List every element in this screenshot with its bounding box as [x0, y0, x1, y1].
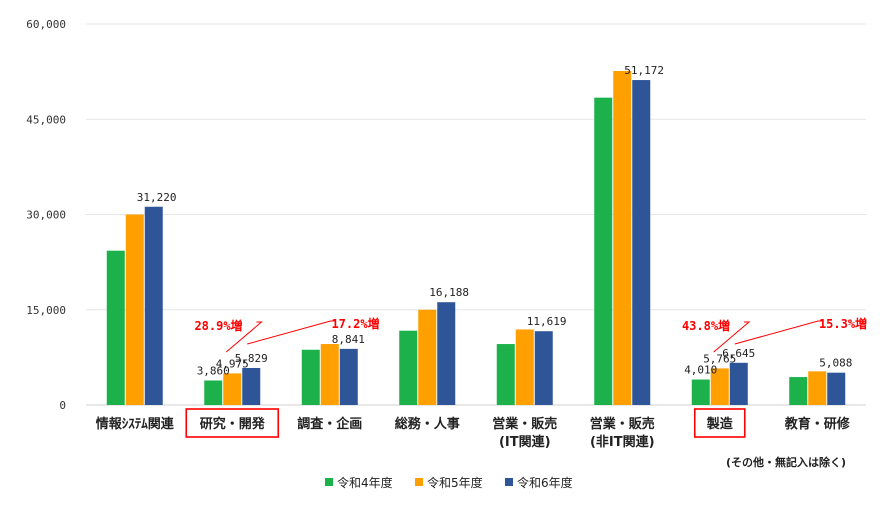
- legend-swatch: [505, 478, 513, 486]
- y-tick-label: 0: [59, 399, 66, 412]
- growth-annotation: 43.8%増: [682, 318, 730, 333]
- bar: [399, 330, 418, 405]
- data-label: 11,619: [527, 315, 567, 328]
- x-tick-label: 製造: [706, 416, 734, 432]
- bar: [789, 377, 808, 405]
- y-tick-label: 15,000: [26, 304, 66, 317]
- legend-label: 令和5年度: [427, 475, 483, 490]
- growth-annotation: 28.9%増: [194, 318, 242, 333]
- bar: [144, 206, 163, 405]
- bar: [729, 362, 748, 405]
- bar: [223, 373, 242, 405]
- data-label: 4,975: [216, 357, 249, 370]
- data-label: 8,841: [332, 333, 365, 346]
- x-tick-label: 営業・販売: [590, 416, 655, 432]
- y-tick-label: 45,000: [26, 113, 66, 126]
- bar: [710, 368, 729, 405]
- x-tick-label: (非IT関連): [590, 434, 655, 450]
- annotation-leader: [247, 320, 336, 345]
- data-label: 51,172: [624, 64, 664, 77]
- growth-annotation: 17.2%増: [331, 316, 379, 331]
- bar: [437, 302, 456, 405]
- x-tick-label: 研究・開発: [200, 416, 266, 432]
- annotation-leader: [713, 321, 751, 353]
- bar: [301, 349, 320, 405]
- y-tick-label: 60,000: [26, 18, 66, 31]
- data-label: 16,188: [429, 286, 469, 299]
- data-label: 5,088: [819, 357, 852, 370]
- x-tick-label: 調査・企画: [297, 416, 362, 432]
- bar: [125, 214, 144, 405]
- highlight-box: [693, 408, 746, 438]
- data-label: 6,645: [722, 347, 755, 360]
- bar: [534, 331, 553, 405]
- bar: [496, 344, 515, 405]
- bar: [339, 348, 358, 405]
- x-tick-label: 情報ｼｽﾃﾑ関連: [96, 416, 175, 432]
- data-label: 3,860: [197, 364, 230, 377]
- data-label: 4,010: [684, 364, 717, 377]
- bar: [827, 372, 846, 405]
- bar: [613, 70, 632, 406]
- data-label: 5,829: [235, 352, 268, 365]
- x-tick-label: 総務・人事: [395, 416, 460, 432]
- annotation-leader: [734, 320, 823, 345]
- legend-label: 令和6年度: [517, 475, 573, 490]
- bar: [691, 379, 710, 405]
- growth-annotation: 15.3%増: [819, 316, 867, 331]
- annotation-leader: [225, 321, 263, 353]
- bar: [418, 309, 437, 405]
- bar: [106, 250, 125, 405]
- data-label: 5,765: [703, 352, 736, 365]
- bar: [632, 80, 651, 405]
- legend-swatch: [415, 478, 423, 486]
- bar: [594, 97, 613, 405]
- legend-swatch: [325, 478, 333, 486]
- x-tick-label: 教育・研修: [784, 416, 851, 432]
- legend-label: 令和4年度: [337, 475, 393, 490]
- bar: [320, 344, 339, 405]
- bar: [808, 371, 827, 405]
- bar: [515, 329, 534, 405]
- bar: [204, 380, 223, 405]
- data-label: 31,220: [137, 191, 177, 204]
- bar: [242, 367, 261, 405]
- x-tick-label: (IT関連): [499, 434, 551, 450]
- note-text: (その他・無記入は除く): [726, 455, 846, 469]
- highlight-box: [185, 408, 280, 438]
- y-tick-label: 30,000: [26, 209, 66, 222]
- x-tick-label: 営業・販売: [492, 416, 557, 432]
